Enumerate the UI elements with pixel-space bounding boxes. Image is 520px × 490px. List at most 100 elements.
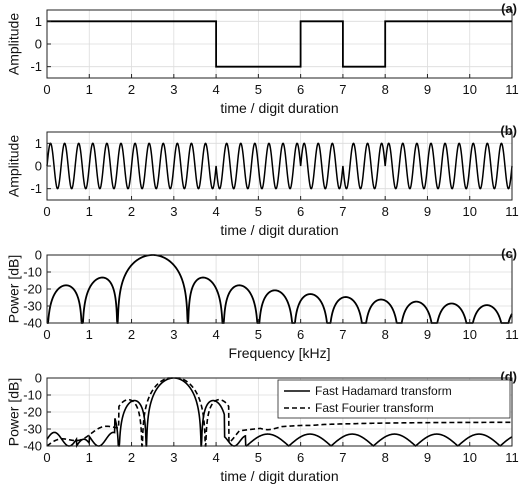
- x-tick-label: 5: [255, 82, 262, 97]
- x-tick-label: 4: [212, 450, 219, 465]
- x-tick-label: 1: [86, 204, 93, 219]
- panel-d: 0 1 2 3 4 5 6 7 8 9 10 11 0 -10 -20 -30 -40 time / digi…: [6, 369, 519, 484]
- x-tick-label: 9: [424, 82, 431, 97]
- x-tick-label: 10: [462, 450, 476, 465]
- x-tick-label: 3: [170, 82, 177, 97]
- panel-c-xlabel: Frequency [kHz]: [229, 345, 331, 361]
- x-tick-label: 3: [170, 327, 177, 342]
- x-tick-label: 6: [297, 82, 304, 97]
- panel-d-yticks: 0 -10 -20 -30 -40: [23, 371, 51, 454]
- x-tick-label: 10: [462, 204, 476, 219]
- panel-b-xlabel: time / digit duration: [220, 222, 338, 238]
- y-tick-label: 1: [35, 136, 42, 151]
- panel-d-ylabel: Power [dB]: [6, 378, 22, 446]
- y-tick-label: -1: [30, 59, 42, 74]
- panel-b-xticks: 0 1 2 3 4 5 6 7 8 9 10 11: [43, 196, 519, 219]
- x-tick-label: 9: [424, 450, 431, 465]
- panel-c-ylabel: Power [dB]: [6, 255, 22, 323]
- x-tick-label: 8: [382, 450, 389, 465]
- y-tick-label: 1: [35, 14, 42, 29]
- x-tick-label: 0: [43, 82, 50, 97]
- x-tick-label: 4: [212, 82, 219, 97]
- panel-c: 0 1 2 3 4 5 6 7 8 9 10 11 0 -10 -20 -30 -40 Frequency […: [6, 246, 519, 361]
- x-tick-label: 5: [255, 327, 262, 342]
- panel-b-label: (b): [500, 123, 517, 138]
- x-tick-label: 0: [43, 450, 50, 465]
- x-tick-label: 8: [382, 327, 389, 342]
- panel-a-series: [47, 20, 512, 68]
- y-tick-label: -20: [23, 405, 42, 420]
- y-tick-label: 0: [35, 248, 42, 263]
- series-line-fft: [46, 377, 512, 447]
- x-tick-label: 10: [462, 327, 476, 342]
- legend-label-fft: Fast Fourier transform: [315, 401, 434, 415]
- y-tick-label: -10: [23, 265, 42, 280]
- x-tick-label: 7: [339, 327, 346, 342]
- panel-b: 0 1 2 3 4 5 6 7 8 9 10 11 -101 time / digit duratio…: [6, 123, 519, 238]
- x-tick-label: 6: [297, 327, 304, 342]
- panel-a-ylabel: Amplitude: [6, 13, 22, 75]
- x-tick-label: 11: [505, 327, 519, 342]
- x-tick-label: 1: [86, 450, 93, 465]
- x-tick-label: 0: [43, 204, 50, 219]
- panel-d-legend: Fast Hadamard transform Fast Fourier tra…: [277, 379, 511, 419]
- panel-c-yticks: 0 -10 -20 -30 -40: [23, 248, 51, 331]
- x-tick-label: 2: [128, 82, 135, 97]
- x-tick-label: 6: [297, 450, 304, 465]
- series-line: [47, 20, 512, 68]
- series-line-fht: [46, 377, 513, 449]
- x-tick-label: 8: [382, 82, 389, 97]
- x-tick-label: 8: [382, 204, 389, 219]
- panel-b-series: [46, 142, 513, 190]
- x-tick-label: 10: [462, 82, 476, 97]
- x-tick-label: 3: [170, 450, 177, 465]
- x-tick-label: 11: [505, 204, 519, 219]
- x-tick-label: 5: [255, 204, 262, 219]
- panel-d-xticks: 0 1 2 3 4 5 6 7 8 9 10 11: [43, 442, 519, 465]
- x-tick-label: 11: [505, 450, 519, 465]
- x-tick-label: 0: [43, 327, 50, 342]
- y-tick-label: -40: [23, 316, 42, 331]
- panel-b-ylabel: Amplitude: [6, 135, 22, 197]
- panel-a-xticks: 0 1 2 3 4 5 6 7 8 9 10 11: [43, 74, 519, 97]
- x-tick-label: 1: [86, 327, 93, 342]
- x-tick-label: 11: [505, 82, 519, 97]
- x-tick-label: 5: [255, 450, 262, 465]
- series-line: [46, 142, 513, 190]
- x-tick-label: 7: [339, 82, 346, 97]
- x-tick-label: 4: [212, 327, 219, 342]
- x-tick-label: 7: [339, 450, 346, 465]
- x-tick-label: 6: [297, 204, 304, 219]
- panel-a-xlabel: time / digit duration: [220, 100, 338, 116]
- x-tick-label: 2: [128, 204, 135, 219]
- y-tick-label: -1: [30, 181, 42, 196]
- y-tick-label: -30: [23, 422, 42, 437]
- y-tick-label: -30: [23, 299, 42, 314]
- legend-box: [277, 379, 511, 419]
- panel-c-label: (c): [501, 246, 517, 261]
- x-tick-label: 4: [212, 204, 219, 219]
- y-tick-label: -40: [23, 439, 42, 454]
- x-tick-label: 3: [170, 204, 177, 219]
- x-tick-label: 9: [424, 327, 431, 342]
- panel-a-grid: [46, 10, 513, 78]
- y-tick-label: 0: [35, 37, 42, 52]
- panel-d-xlabel: time / digit duration: [220, 468, 338, 484]
- y-tick-label: -10: [23, 388, 42, 403]
- x-tick-label: 1: [86, 82, 93, 97]
- y-tick-label: 0: [35, 159, 42, 174]
- panel-a-yticks: -1 0 1: [30, 14, 51, 74]
- x-tick-label: 2: [128, 327, 135, 342]
- x-tick-label: 2: [128, 450, 135, 465]
- panel-c-xticks: 0 1 2 3 4 5 6 7 8 9 10 11: [43, 319, 519, 342]
- panel-a: 0 1 2 3 4 5 6 7 8 9 10 11 -101 time / digit duratio…: [6, 1, 519, 116]
- panel-d-series: [46, 377, 513, 449]
- y-tick-label: -20: [23, 282, 42, 297]
- panel-a-label: (a): [501, 1, 517, 16]
- legend-label-fht: Fast Hadamard transform: [315, 384, 452, 398]
- x-tick-label: 7: [339, 204, 346, 219]
- y-tick-label: 0: [35, 371, 42, 386]
- x-tick-label: 9: [424, 204, 431, 219]
- panel-b-yticks: -1 0 1: [30, 136, 51, 196]
